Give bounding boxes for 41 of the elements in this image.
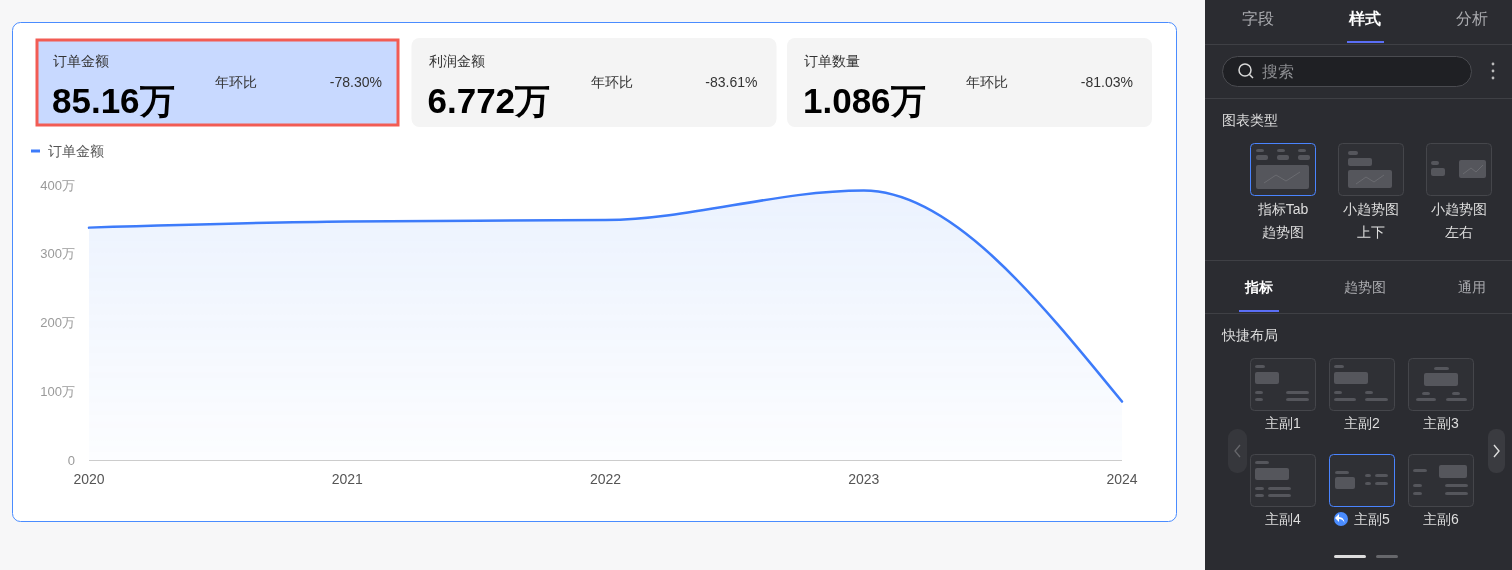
x-tick-label: 2021 xyxy=(331,471,364,487)
text: 搜索 xyxy=(1262,62,1294,80)
y-tick-label: 0 xyxy=(67,452,75,468)
text: 年环比 xyxy=(966,74,1008,90)
text: 利润金额 xyxy=(428,53,485,69)
text: 6.772万 xyxy=(427,81,551,120)
y-tick-label: 400万 xyxy=(40,177,75,193)
text: 85.16万 xyxy=(52,81,175,120)
text: 主副4 xyxy=(1265,511,1302,527)
text: 年环比 xyxy=(215,74,257,90)
text: 样式 xyxy=(1348,9,1381,27)
text: -83.61% xyxy=(705,74,758,90)
text: 主副6 xyxy=(1423,511,1460,527)
text: -81.03% xyxy=(1080,74,1133,90)
text: 主副5 xyxy=(1354,511,1391,527)
text: 字段 xyxy=(1242,9,1274,27)
x-tick-label: 2024 xyxy=(1106,471,1138,487)
text: 快捷布局 xyxy=(1221,327,1278,343)
x-tick-label: 2022 xyxy=(589,471,622,487)
text: 图表类型 xyxy=(1222,112,1278,128)
text: 趋势图 xyxy=(1344,279,1386,295)
text: 订单数量 xyxy=(804,53,860,69)
text: 指标Tab趋势图 xyxy=(1256,201,1309,240)
text: -78.30% xyxy=(329,74,382,90)
text: 主副1 xyxy=(1265,415,1302,431)
text: 主副2 xyxy=(1344,415,1381,431)
text: 1.086万 xyxy=(803,81,926,120)
legend-label: 订单金额 xyxy=(48,143,104,159)
text: 订单金额 xyxy=(53,53,109,69)
y-tick-label: 300万 xyxy=(40,246,75,262)
y-tick-label: 100万 xyxy=(40,383,75,399)
x-tick-label: 2020 xyxy=(73,471,105,487)
text: 小趋势图左右 xyxy=(1431,201,1487,240)
text: 分析 xyxy=(1456,9,1488,27)
text: 小趋势图上下 xyxy=(1343,201,1399,240)
y-tick-label: 200万 xyxy=(40,315,75,330)
text: 通用 xyxy=(1458,279,1486,295)
text: 主副3 xyxy=(1423,415,1460,431)
text: 年环比 xyxy=(590,74,633,90)
text: 指标 xyxy=(1244,279,1273,295)
x-tick-label: 2023 xyxy=(848,471,880,487)
